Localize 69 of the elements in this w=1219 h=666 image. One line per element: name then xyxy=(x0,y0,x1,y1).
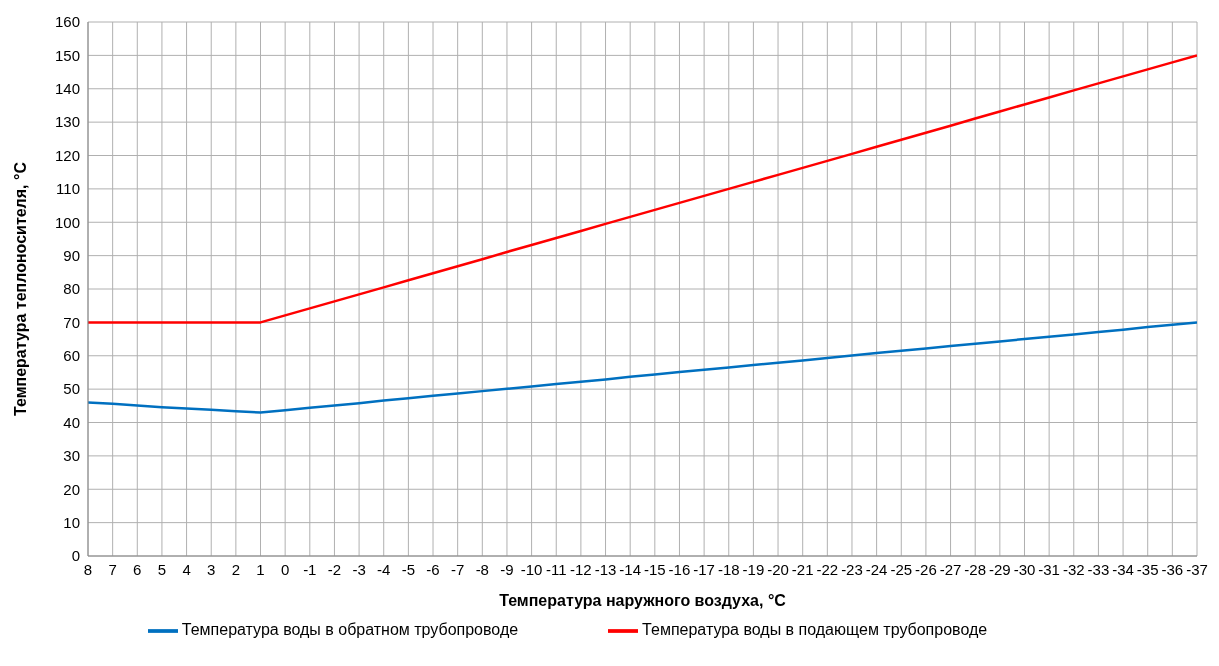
x-tick-label: -29 xyxy=(989,560,1011,578)
y-axis-title: Температура теплоносителя, °C xyxy=(11,161,29,416)
x-tick-label: 1 xyxy=(256,560,265,578)
x-tick-label: 0 xyxy=(280,560,290,578)
y-tick-label: 60 xyxy=(63,347,80,365)
x-tick-label: -10 xyxy=(520,560,543,578)
x-tick-label: -30 xyxy=(1013,560,1036,578)
y-tick-label: 50 xyxy=(63,380,80,398)
legend-label: Температура воды в подающем трубопроводе xyxy=(642,621,988,639)
y-tick-label: 90 xyxy=(63,246,80,264)
x-tick-label: -16 xyxy=(668,560,691,578)
x-tick-label: -21 xyxy=(791,560,814,578)
x-tick-label: -8 xyxy=(475,560,489,578)
x-tick-label: -15 xyxy=(643,560,666,578)
x-tick-label: -36 xyxy=(1161,560,1184,578)
x-tick-label: -13 xyxy=(594,560,617,578)
x-tick-label: -4 xyxy=(377,560,391,578)
x-tick-label: -26 xyxy=(915,560,937,578)
y-tick-label: 110 xyxy=(56,180,80,198)
y-tick-label: 140 xyxy=(54,80,80,98)
x-axis-title: Температура наружного воздуха, °C xyxy=(499,592,787,609)
y-tick-label: 160 xyxy=(54,13,80,31)
y-tick-label: 30 xyxy=(63,447,80,465)
y-tick-label: 40 xyxy=(63,413,80,431)
y-tick-label: 10 xyxy=(63,513,80,531)
x-tick-label: -37 xyxy=(1186,560,1208,578)
y-tick-label: 20 xyxy=(63,480,80,498)
x-tick-label: -12 xyxy=(570,560,592,578)
x-tick-label: -31 xyxy=(1038,560,1060,578)
x-tick-label: 3 xyxy=(207,560,216,578)
x-tick-label: 5 xyxy=(157,560,167,578)
y-tick-label: 100 xyxy=(54,213,80,231)
x-tick-label: -9 xyxy=(500,560,514,578)
x-tick-label: -20 xyxy=(767,560,789,578)
x-tick-label: -11 xyxy=(545,560,567,578)
x-tick-label: -19 xyxy=(742,560,765,578)
y-tick-label: 0 xyxy=(71,547,80,565)
x-tick-label: -17 xyxy=(693,560,715,578)
x-tick-label: -7 xyxy=(450,560,465,578)
x-tick-label: -18 xyxy=(717,560,740,578)
line-series xyxy=(88,321,1197,414)
y-tick-label: 70 xyxy=(63,313,80,331)
x-tick-label: -34 xyxy=(1112,560,1134,578)
x-tick-label: 2 xyxy=(231,560,241,578)
legend-label: Температура воды в обратном трубопроводе xyxy=(181,621,519,639)
y-tick-label: 150 xyxy=(54,46,80,64)
x-tick-label: -5 xyxy=(401,560,416,578)
x-tick-label: -6 xyxy=(426,560,440,578)
x-tick-label: -1 xyxy=(303,560,317,578)
x-tick-label: 6 xyxy=(133,560,142,578)
x-tick-label: -33 xyxy=(1087,560,1110,578)
x-tick-label: -2 xyxy=(327,560,342,578)
x-tick-label: -24 xyxy=(865,560,888,578)
x-tick-label: -25 xyxy=(890,560,913,578)
line-series xyxy=(88,54,1197,324)
x-tick-label: 4 xyxy=(182,560,191,578)
x-tick-label: -35 xyxy=(1136,560,1159,578)
x-tick-label: -14 xyxy=(619,560,642,578)
x-tick-label: -3 xyxy=(352,560,366,578)
x-tick-label: -22 xyxy=(816,560,839,578)
y-tick-label: 130 xyxy=(54,113,80,131)
x-tick-label: -27 xyxy=(939,560,962,578)
x-tick-label: -28 xyxy=(964,560,987,578)
x-tick-label: -23 xyxy=(841,560,863,578)
x-tick-label: 8 xyxy=(83,560,93,578)
x-tick-label: -32 xyxy=(1062,560,1085,578)
x-tick-label: 7 xyxy=(108,560,117,578)
y-tick-label: 80 xyxy=(63,280,80,298)
y-tick-label: 120 xyxy=(54,146,80,164)
